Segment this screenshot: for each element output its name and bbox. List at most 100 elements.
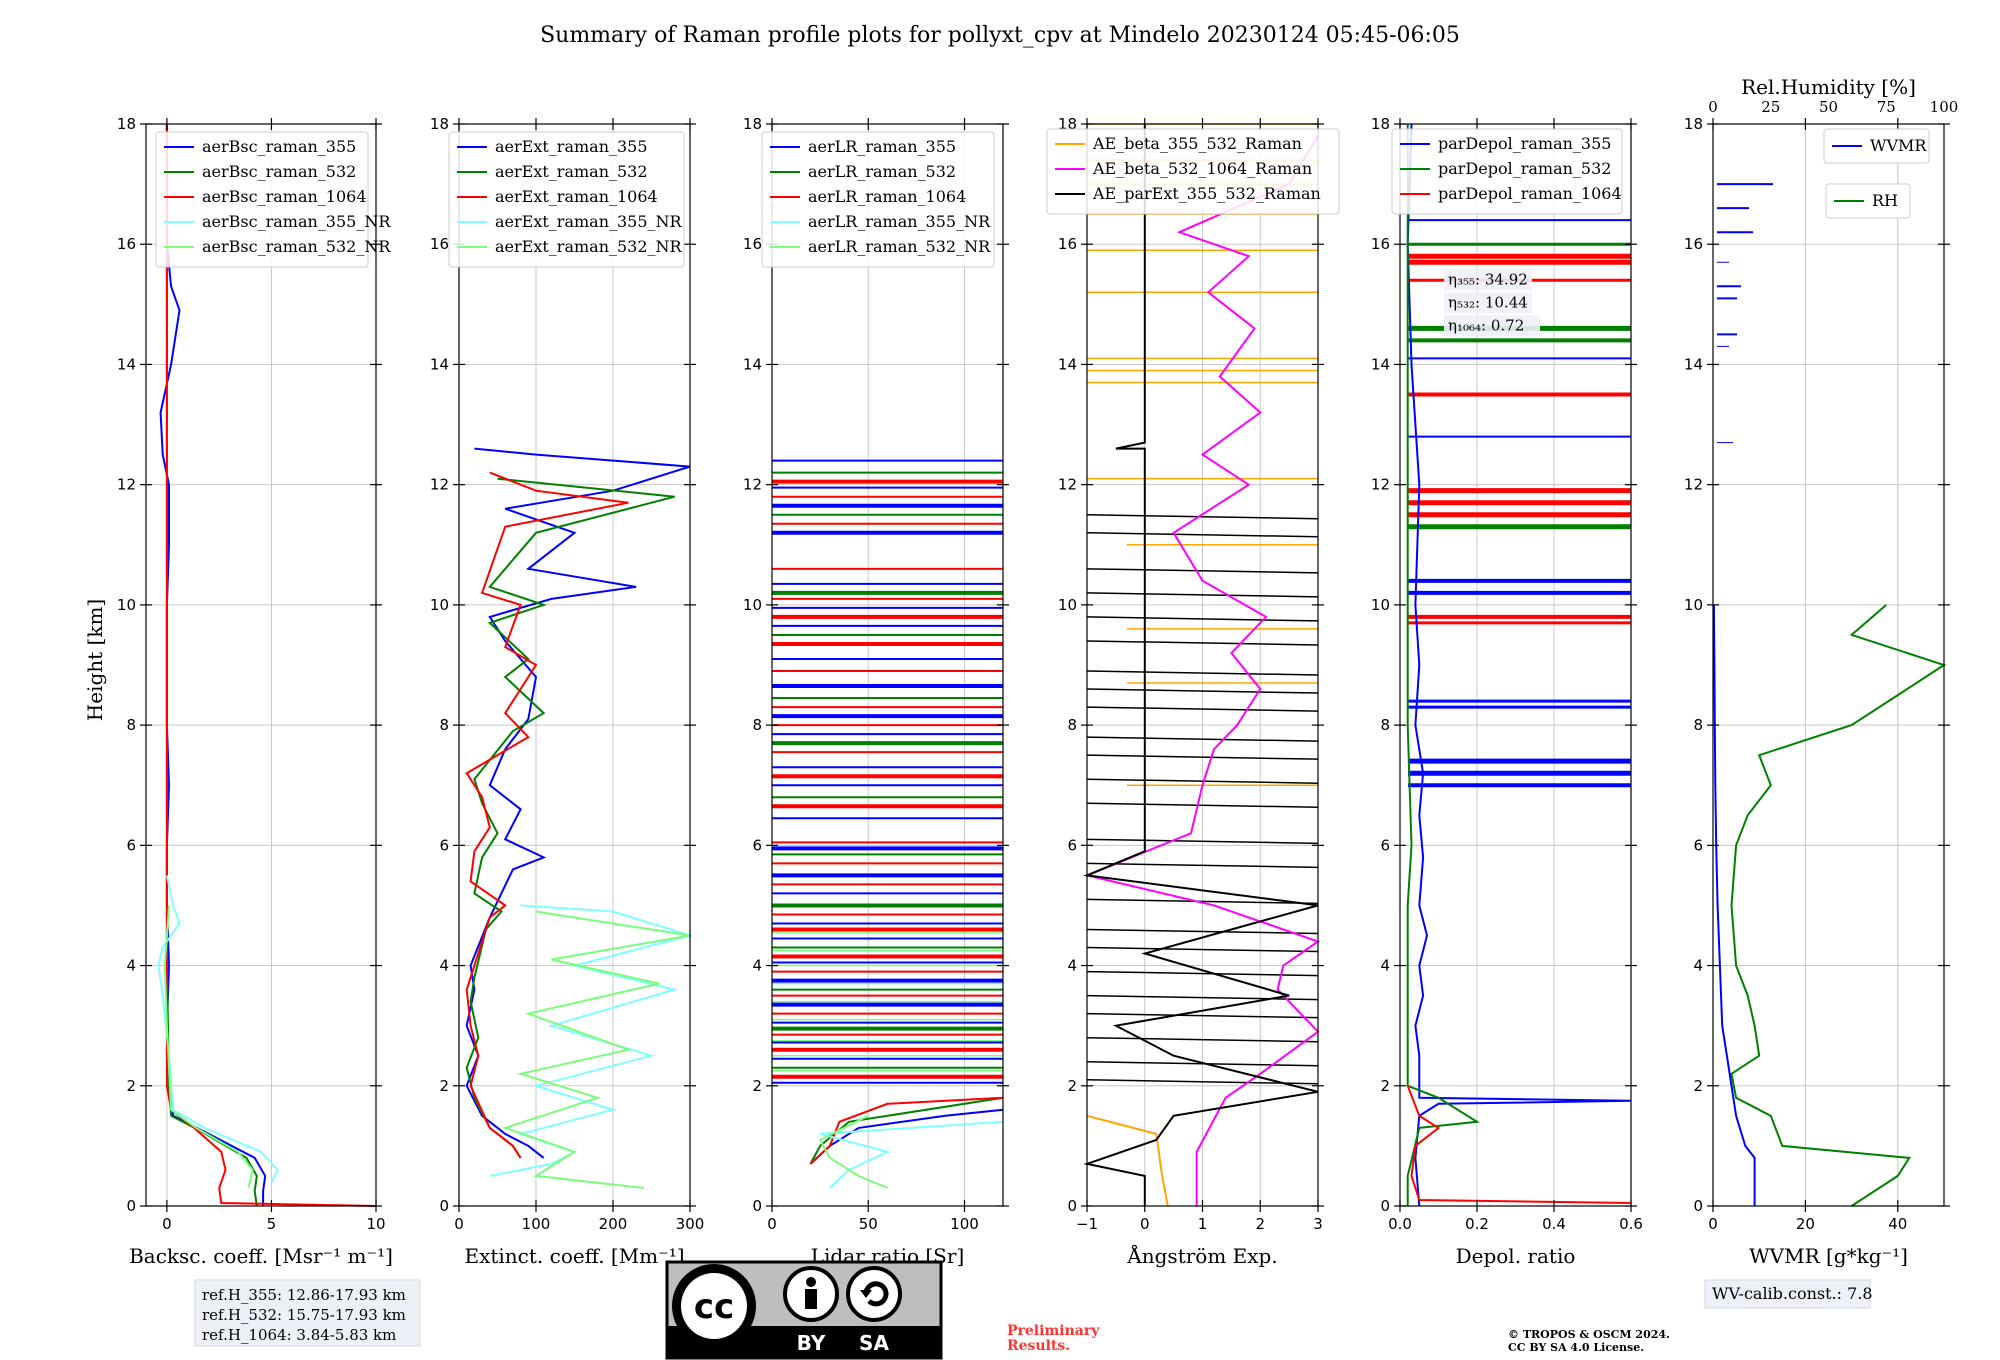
series-line-aerLR_raman_532_NR bbox=[818, 1114, 888, 1189]
y-tick-label: 12 bbox=[743, 476, 762, 494]
series-line-WVMR bbox=[1712, 604, 1756, 1206]
series-line-parDepol_raman_1064 bbox=[1406, 1085, 1632, 1204]
y-tick-label: 14 bbox=[117, 355, 136, 373]
ae-black-line bbox=[1086, 670, 1319, 676]
series-line-aerBsc_raman_355_NR bbox=[157, 875, 279, 1183]
x-tick-label: 2 bbox=[1255, 1215, 1265, 1233]
x2-axis-label: Rel.Humidity [%] bbox=[1741, 75, 1916, 99]
y-tick-label: 12 bbox=[430, 476, 449, 494]
legend-label: WVMR bbox=[1870, 136, 1927, 155]
x-axis-label: Depol. ratio bbox=[1456, 1244, 1576, 1268]
x2-tick-label: 75 bbox=[1877, 98, 1896, 116]
legend-label: parDepol_raman_1064 bbox=[1438, 184, 1622, 203]
legend-box bbox=[1046, 128, 1340, 215]
legend: parDepol_raman_355 parDepol_raman_532 parD… bbox=[1391, 128, 1623, 215]
y-tick-label: 4 bbox=[439, 957, 449, 975]
y-tick-label: 6 bbox=[1693, 836, 1703, 854]
x2-tick-label: 100 bbox=[1930, 98, 1959, 116]
plot-area bbox=[1713, 124, 1944, 1206]
legend-label: aerExt_raman_355 bbox=[495, 137, 648, 156]
x-tick-label: 100 bbox=[522, 1215, 551, 1233]
y-tick-label: 14 bbox=[1058, 355, 1077, 373]
plot-frame bbox=[1712, 123, 1945, 1207]
legend-label: aerBsc_raman_355_NR bbox=[202, 212, 391, 231]
wv-calib-text: WV-calib.const.: 7.8 bbox=[1712, 1284, 1873, 1303]
legend: aerBsc_raman_355 aerBsc_raman_532 aerBsc_r… bbox=[155, 131, 391, 268]
plot-frame bbox=[145, 123, 377, 1207]
y-tick-label: 8 bbox=[752, 716, 762, 734]
ae-black-line bbox=[1086, 898, 1319, 905]
by-icon bbox=[783, 1266, 839, 1322]
y-tick-label: 2 bbox=[1067, 1077, 1077, 1095]
ae-black-line bbox=[1086, 532, 1319, 538]
ref-height-532: ref.H_532: 15.75-17.93 km bbox=[202, 1306, 406, 1324]
y-tick-label: 2 bbox=[1693, 1077, 1703, 1095]
y-tick-label: 10 bbox=[117, 596, 136, 614]
cc-icon: cc bbox=[672, 1264, 756, 1348]
x-tick-label: 100 bbox=[950, 1215, 979, 1233]
series-line-parDepol_raman_355 bbox=[1406, 123, 1632, 1207]
legend-label: aerExt_raman_532 bbox=[495, 162, 648, 181]
y-tick-label: 12 bbox=[117, 476, 136, 494]
y-tick-label: 10 bbox=[1371, 596, 1390, 614]
y-tick-label: 4 bbox=[126, 957, 136, 975]
eta-bg bbox=[1444, 292, 1532, 314]
ref-height-1064: ref.H_1064: 3.84-5.83 km bbox=[202, 1326, 396, 1344]
copyright-line-2: CC BY SA 4.0 License. bbox=[1508, 1341, 1644, 1354]
ae-black-line bbox=[1086, 640, 1319, 646]
y-tick-label: 8 bbox=[126, 716, 136, 734]
ae-black-line bbox=[1086, 616, 1319, 622]
y-tick-label: 16 bbox=[1684, 235, 1703, 253]
plot-frame bbox=[1399, 123, 1632, 1207]
y-tick-label: 0 bbox=[439, 1197, 449, 1215]
y-tick-label: 0 bbox=[1067, 1197, 1077, 1215]
ae-black-line bbox=[1086, 1012, 1319, 1019]
x-tick-label: 0.6 bbox=[1619, 1215, 1643, 1233]
panel-6: 0 2 4 6 8 10 12 14 16 18 0 20 40 WVMR [g*kg⁻¹] 0 25 50 75… bbox=[1684, 75, 1958, 1268]
legend-label: aerExt_raman_532_NR bbox=[495, 237, 683, 256]
series-line-aerExt_raman_355 bbox=[465, 447, 691, 1159]
series-line-aerBsc_raman_532_NR bbox=[163, 905, 254, 1189]
x-tick-label: 1 bbox=[1198, 1215, 1208, 1233]
x2-tick-label: 25 bbox=[1761, 98, 1780, 116]
y-tick-label: 8 bbox=[1380, 716, 1390, 734]
series-line-aerLR_raman_355_NR bbox=[819, 1120, 1004, 1189]
legend-label: aerExt_raman_1064 bbox=[495, 187, 658, 206]
copyright-line-1: © TROPOS & OSCM 2024. bbox=[1508, 1328, 1670, 1341]
x-tick-label: 3 bbox=[1313, 1215, 1323, 1233]
ae-black-line bbox=[1086, 970, 1319, 977]
x-tick-label: −1 bbox=[1076, 1215, 1098, 1233]
ae-black-line bbox=[1086, 928, 1319, 935]
x-axis-label: Ångström Exp. bbox=[1126, 1243, 1277, 1268]
legend-label: aerLR_raman_355 bbox=[808, 137, 956, 156]
legend-label: aerLR_raman_532_NR bbox=[808, 237, 991, 256]
legend-label: RH bbox=[1872, 191, 1898, 210]
ae-black-line bbox=[1086, 802, 1319, 809]
legend-label: AE_beta_355_532_Raman bbox=[1092, 134, 1302, 153]
plot-area bbox=[459, 124, 690, 1206]
x-tick-label: 5 bbox=[267, 1215, 277, 1233]
preliminary-line-2: Results. bbox=[1007, 1338, 1070, 1354]
y-tick-label: 2 bbox=[1380, 1077, 1390, 1095]
legend-wvmr: WVMR bbox=[1823, 128, 1930, 164]
y-tick-label: 16 bbox=[1371, 235, 1390, 253]
y-tick-label: 12 bbox=[1684, 476, 1703, 494]
y-tick-label: 2 bbox=[126, 1077, 136, 1095]
x-tick-label: 10 bbox=[366, 1215, 385, 1233]
y-tick-label: 4 bbox=[752, 957, 762, 975]
legend-box bbox=[1823, 128, 1930, 164]
ae-black-line bbox=[1086, 754, 1319, 760]
ae-black-line bbox=[1086, 838, 1319, 845]
license-badge: cc BY SA bbox=[665, 1260, 943, 1360]
x-axis-label: Backsc. coeff. [Msr⁻¹ m⁻¹] bbox=[129, 1244, 393, 1268]
x2-tick-label: 0 bbox=[1708, 98, 1718, 116]
series-line-aerExt_raman_1064 bbox=[465, 471, 629, 1159]
plot-frame bbox=[771, 123, 1004, 1207]
ae-black-line bbox=[1086, 994, 1319, 1001]
y-tick-label: 0 bbox=[126, 1197, 136, 1215]
x-axis-label: Extinct. coeff. [Mm⁻¹] bbox=[464, 1244, 684, 1268]
y-tick-label: 18 bbox=[1684, 115, 1703, 133]
